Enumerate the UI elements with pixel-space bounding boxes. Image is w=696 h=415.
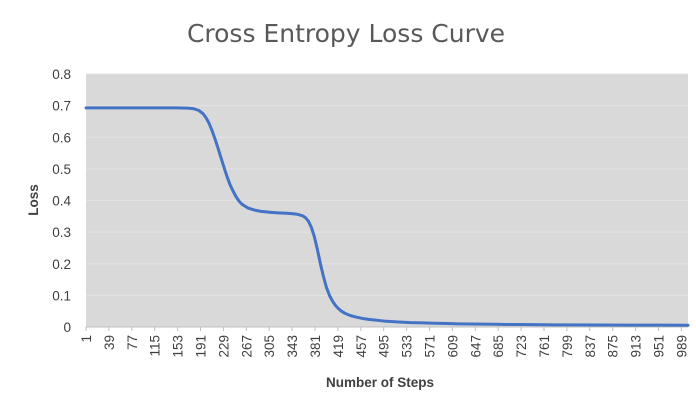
- chart-title: Cross Entropy Loss Curve: [187, 19, 505, 48]
- x-tick-label: 685: [491, 335, 506, 358]
- x-axis-label: Number of Steps: [326, 375, 434, 390]
- x-tick-label: 647: [468, 335, 483, 358]
- y-tick-label: 0.1: [52, 288, 71, 303]
- x-tick-label: 115: [148, 335, 163, 357]
- x-tick-label: 1: [79, 335, 94, 343]
- x-tick-label: 305: [262, 335, 277, 358]
- x-tick-label: 495: [377, 335, 392, 358]
- x-tick-label: 837: [583, 335, 598, 358]
- x-axis-ticks: 1 39 77 115 153 191 229 267 305 343 381 419 457 495 53…: [79, 327, 689, 358]
- x-tick-label: 343: [285, 335, 300, 358]
- x-tick-label: 39: [102, 335, 117, 350]
- y-tick-label: 0.6: [52, 130, 71, 145]
- x-tick-label: 153: [171, 335, 186, 358]
- x-tick-label: 533: [400, 335, 415, 358]
- y-axis-ticks: 0 0.1 0.2 0.3 0.4 0.5 0.6 0.7 0.8: [52, 67, 71, 335]
- x-tick-label: 761: [537, 335, 552, 358]
- y-tick-label: 0.5: [52, 162, 71, 177]
- y-axis-label: Loss: [26, 184, 41, 216]
- y-tick-label: 0.4: [52, 194, 71, 209]
- y-tick-label: 0: [63, 320, 71, 335]
- y-tick-label: 0.7: [52, 99, 71, 114]
- x-tick-label: 609: [445, 335, 460, 358]
- x-tick-label: 913: [629, 335, 644, 358]
- x-tick-label: 381: [308, 335, 323, 358]
- x-tick-label: 951: [651, 335, 666, 358]
- x-tick-label: 229: [216, 335, 231, 358]
- y-tick-label: 0.8: [52, 67, 71, 82]
- x-tick-label: 191: [193, 335, 208, 358]
- x-tick-label: 457: [354, 335, 369, 358]
- x-tick-label: 989: [674, 335, 689, 358]
- x-tick-label: 799: [560, 335, 575, 358]
- x-tick-label: 723: [514, 335, 529, 358]
- x-tick-label: 875: [606, 335, 621, 358]
- y-tick-label: 0.3: [52, 225, 71, 240]
- x-tick-label: 419: [331, 335, 346, 358]
- x-tick-label: 267: [239, 335, 254, 358]
- x-tick-label: 77: [125, 335, 140, 350]
- x-tick-label: 571: [422, 335, 437, 358]
- y-tick-label: 0.2: [52, 257, 71, 272]
